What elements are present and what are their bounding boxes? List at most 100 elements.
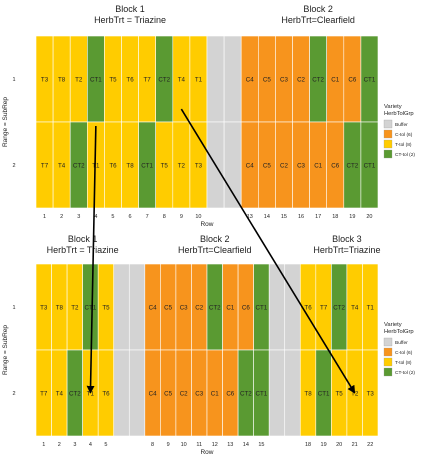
plot-label: T7 (320, 305, 328, 312)
plot-label: T3 (41, 77, 49, 84)
legend-label: T-tol (8) (395, 360, 412, 366)
plot-label: C1 (314, 163, 322, 170)
y-axis-label: Range = SubRep (2, 97, 9, 147)
plot-label: T2 (351, 391, 359, 398)
plot-label: T1 (92, 163, 100, 170)
plot-cell-buffer (113, 349, 130, 437)
plot-cell-buffer (128, 349, 146, 437)
plot-label: CT1 (90, 77, 102, 84)
plot-label: C1 (226, 305, 234, 312)
plot-cell-buffer (113, 263, 130, 351)
plot-label: C2 (180, 391, 188, 398)
plot-label: CT1 (85, 305, 97, 312)
column-label: 22 (367, 442, 373, 448)
plot-label: CT1 (364, 163, 376, 170)
plot-label: C4 (246, 163, 254, 170)
plot-label: T5 (109, 77, 117, 84)
plot-label: C3 (280, 77, 288, 84)
row-label: 1 (12, 305, 15, 311)
plot-label: C1 (211, 391, 219, 398)
column-label: 1 (42, 442, 45, 448)
column-label: 10 (195, 214, 201, 220)
plot-label: C2 (195, 305, 203, 312)
column-label: 18 (332, 214, 338, 220)
legend-label: CT-tol (2) (395, 152, 415, 158)
plot-label: CT2 (73, 163, 85, 170)
plot-label: C6 (348, 77, 356, 84)
column-label: 4 (94, 214, 97, 220)
plot-label: T5 (161, 163, 169, 170)
block-treatment: HerbTrt = Triazine (47, 245, 119, 255)
plot-label: T2 (75, 77, 83, 84)
plot-label: C5 (263, 163, 271, 170)
plot-label: T3 (367, 391, 375, 398)
plot-cell-buffer (223, 35, 242, 123)
plot-label: T4 (178, 77, 186, 84)
plot-label: CT2 (312, 77, 324, 84)
plot-label: T5 (102, 305, 110, 312)
block-treatment: HerbTrt=Triazine (313, 245, 380, 255)
x-axis-label: Row (200, 221, 213, 228)
plot-label: CT2 (346, 163, 358, 170)
legend-label: C-tol (6) (395, 350, 413, 356)
legend-subtitle: HerbTolGrp (384, 329, 414, 335)
plot-label: C3 (180, 305, 188, 312)
plot-label: T7 (144, 77, 152, 84)
plot-cell-buffer (284, 263, 301, 351)
plot-label: T6 (126, 77, 134, 84)
legend-swatch-buffer (383, 119, 393, 129)
plot-label: T7 (41, 163, 49, 170)
column-label: 2 (58, 442, 61, 448)
plot-label: C5 (164, 305, 172, 312)
column-label: 3 (73, 442, 76, 448)
plot-cell-ttol (362, 349, 379, 437)
column-label: 2 (60, 214, 63, 220)
plot-label: CT2 (333, 305, 345, 312)
legend-swatch-ctol (383, 347, 393, 357)
block-title: Block 1 (115, 4, 145, 14)
move-arrow-2 (180, 108, 356, 394)
plot-label: C4 (246, 77, 254, 84)
plot-label: T6 (102, 391, 110, 398)
legend-swatch-ttol (383, 139, 393, 149)
column-label: 15 (281, 214, 287, 220)
column-label: 13 (227, 442, 233, 448)
plot-label: CT2 (240, 391, 252, 398)
block-title: Block 3 (332, 234, 362, 244)
plot-label: C3 (297, 163, 305, 170)
column-label: 18 (305, 442, 311, 448)
block-treatment: HerbTrt = Triazine (94, 15, 166, 25)
plot-label: CT2 (69, 391, 81, 398)
plot-label: CT1 (318, 391, 330, 398)
plot-label: C4 (149, 391, 157, 398)
column-label: 7 (146, 214, 149, 220)
plot-label: C4 (149, 305, 157, 312)
column-label: 19 (349, 214, 355, 220)
column-label: 20 (336, 442, 342, 448)
column-label: 9 (180, 214, 183, 220)
column-label: 9 (167, 442, 170, 448)
plot-cell-buffer (128, 263, 146, 351)
column-label: 4 (89, 442, 92, 448)
column-label: 5 (111, 214, 114, 220)
move-arrow-1 (86, 125, 97, 394)
column-label: 16 (298, 214, 304, 220)
legend-swatch-cttol (383, 367, 393, 377)
legend-label: T-tol (8) (395, 142, 412, 148)
legend-swatch-ctol (383, 129, 393, 139)
plot-label: T7 (40, 391, 48, 398)
plot-label: T4 (56, 391, 64, 398)
legend-label: C-tol (6) (395, 132, 413, 138)
column-label: 14 (243, 442, 249, 448)
legend-swatch-buffer (383, 337, 393, 347)
plot-label: T8 (58, 77, 66, 84)
plot-label: CT1 (256, 305, 268, 312)
column-label: 19 (321, 442, 327, 448)
column-label: 8 (163, 214, 166, 220)
legend-swatch-cttol (383, 149, 393, 159)
column-label: 11 (196, 442, 202, 448)
column-label: 15 (258, 442, 264, 448)
